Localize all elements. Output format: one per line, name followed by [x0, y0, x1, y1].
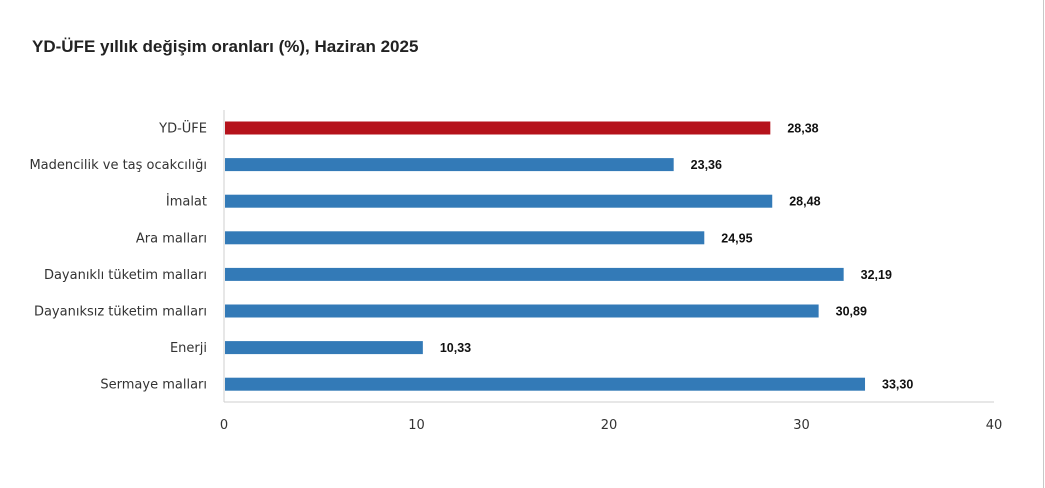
category-label: Dayanıksız tüketim malları [34, 305, 207, 320]
labels: YD-ÜFE 28,38 Madencilik ve taş ocakcılığı 2… [29, 120, 913, 393]
bar [225, 341, 423, 355]
x-tick-label: 30 [793, 418, 810, 433]
bar [225, 377, 866, 391]
x-tick-label: 40 [986, 418, 1003, 433]
value-label: 32,19 [861, 268, 892, 282]
panel-border [1043, 0, 1044, 488]
bar [225, 194, 773, 208]
value-label: 10,33 [440, 341, 471, 355]
bar [225, 231, 705, 245]
value-label: 30,89 [836, 305, 867, 319]
value-label: 28,48 [789, 195, 820, 209]
category-label: Ara malları [136, 231, 207, 246]
x-tick-label: 20 [601, 418, 618, 433]
category-label: Enerji [170, 341, 207, 356]
axes: 0 10 20 30 40 [220, 110, 1002, 433]
bar [225, 121, 771, 135]
category-label: Madencilik ve taş ocakcılığı [29, 158, 207, 173]
x-tick-label: 10 [408, 418, 425, 433]
chart-title: YD-ÜFE yıllık değişim oranları (%), Hazi… [32, 37, 419, 56]
bar [225, 267, 844, 281]
value-label: 23,36 [691, 158, 722, 172]
bar [225, 304, 819, 318]
value-label: 33,30 [882, 378, 913, 392]
x-tick-label: 0 [220, 418, 228, 433]
category-label: Sermaye malları [100, 378, 207, 393]
value-label: 24,95 [721, 231, 752, 245]
bar [225, 158, 674, 172]
category-label: Dayanıklı tüketim malları [44, 268, 207, 283]
category-label: İmalat [166, 194, 207, 210]
value-label: 28,38 [787, 122, 818, 136]
bars [225, 121, 866, 391]
category-label: YD-ÜFE [158, 120, 207, 137]
